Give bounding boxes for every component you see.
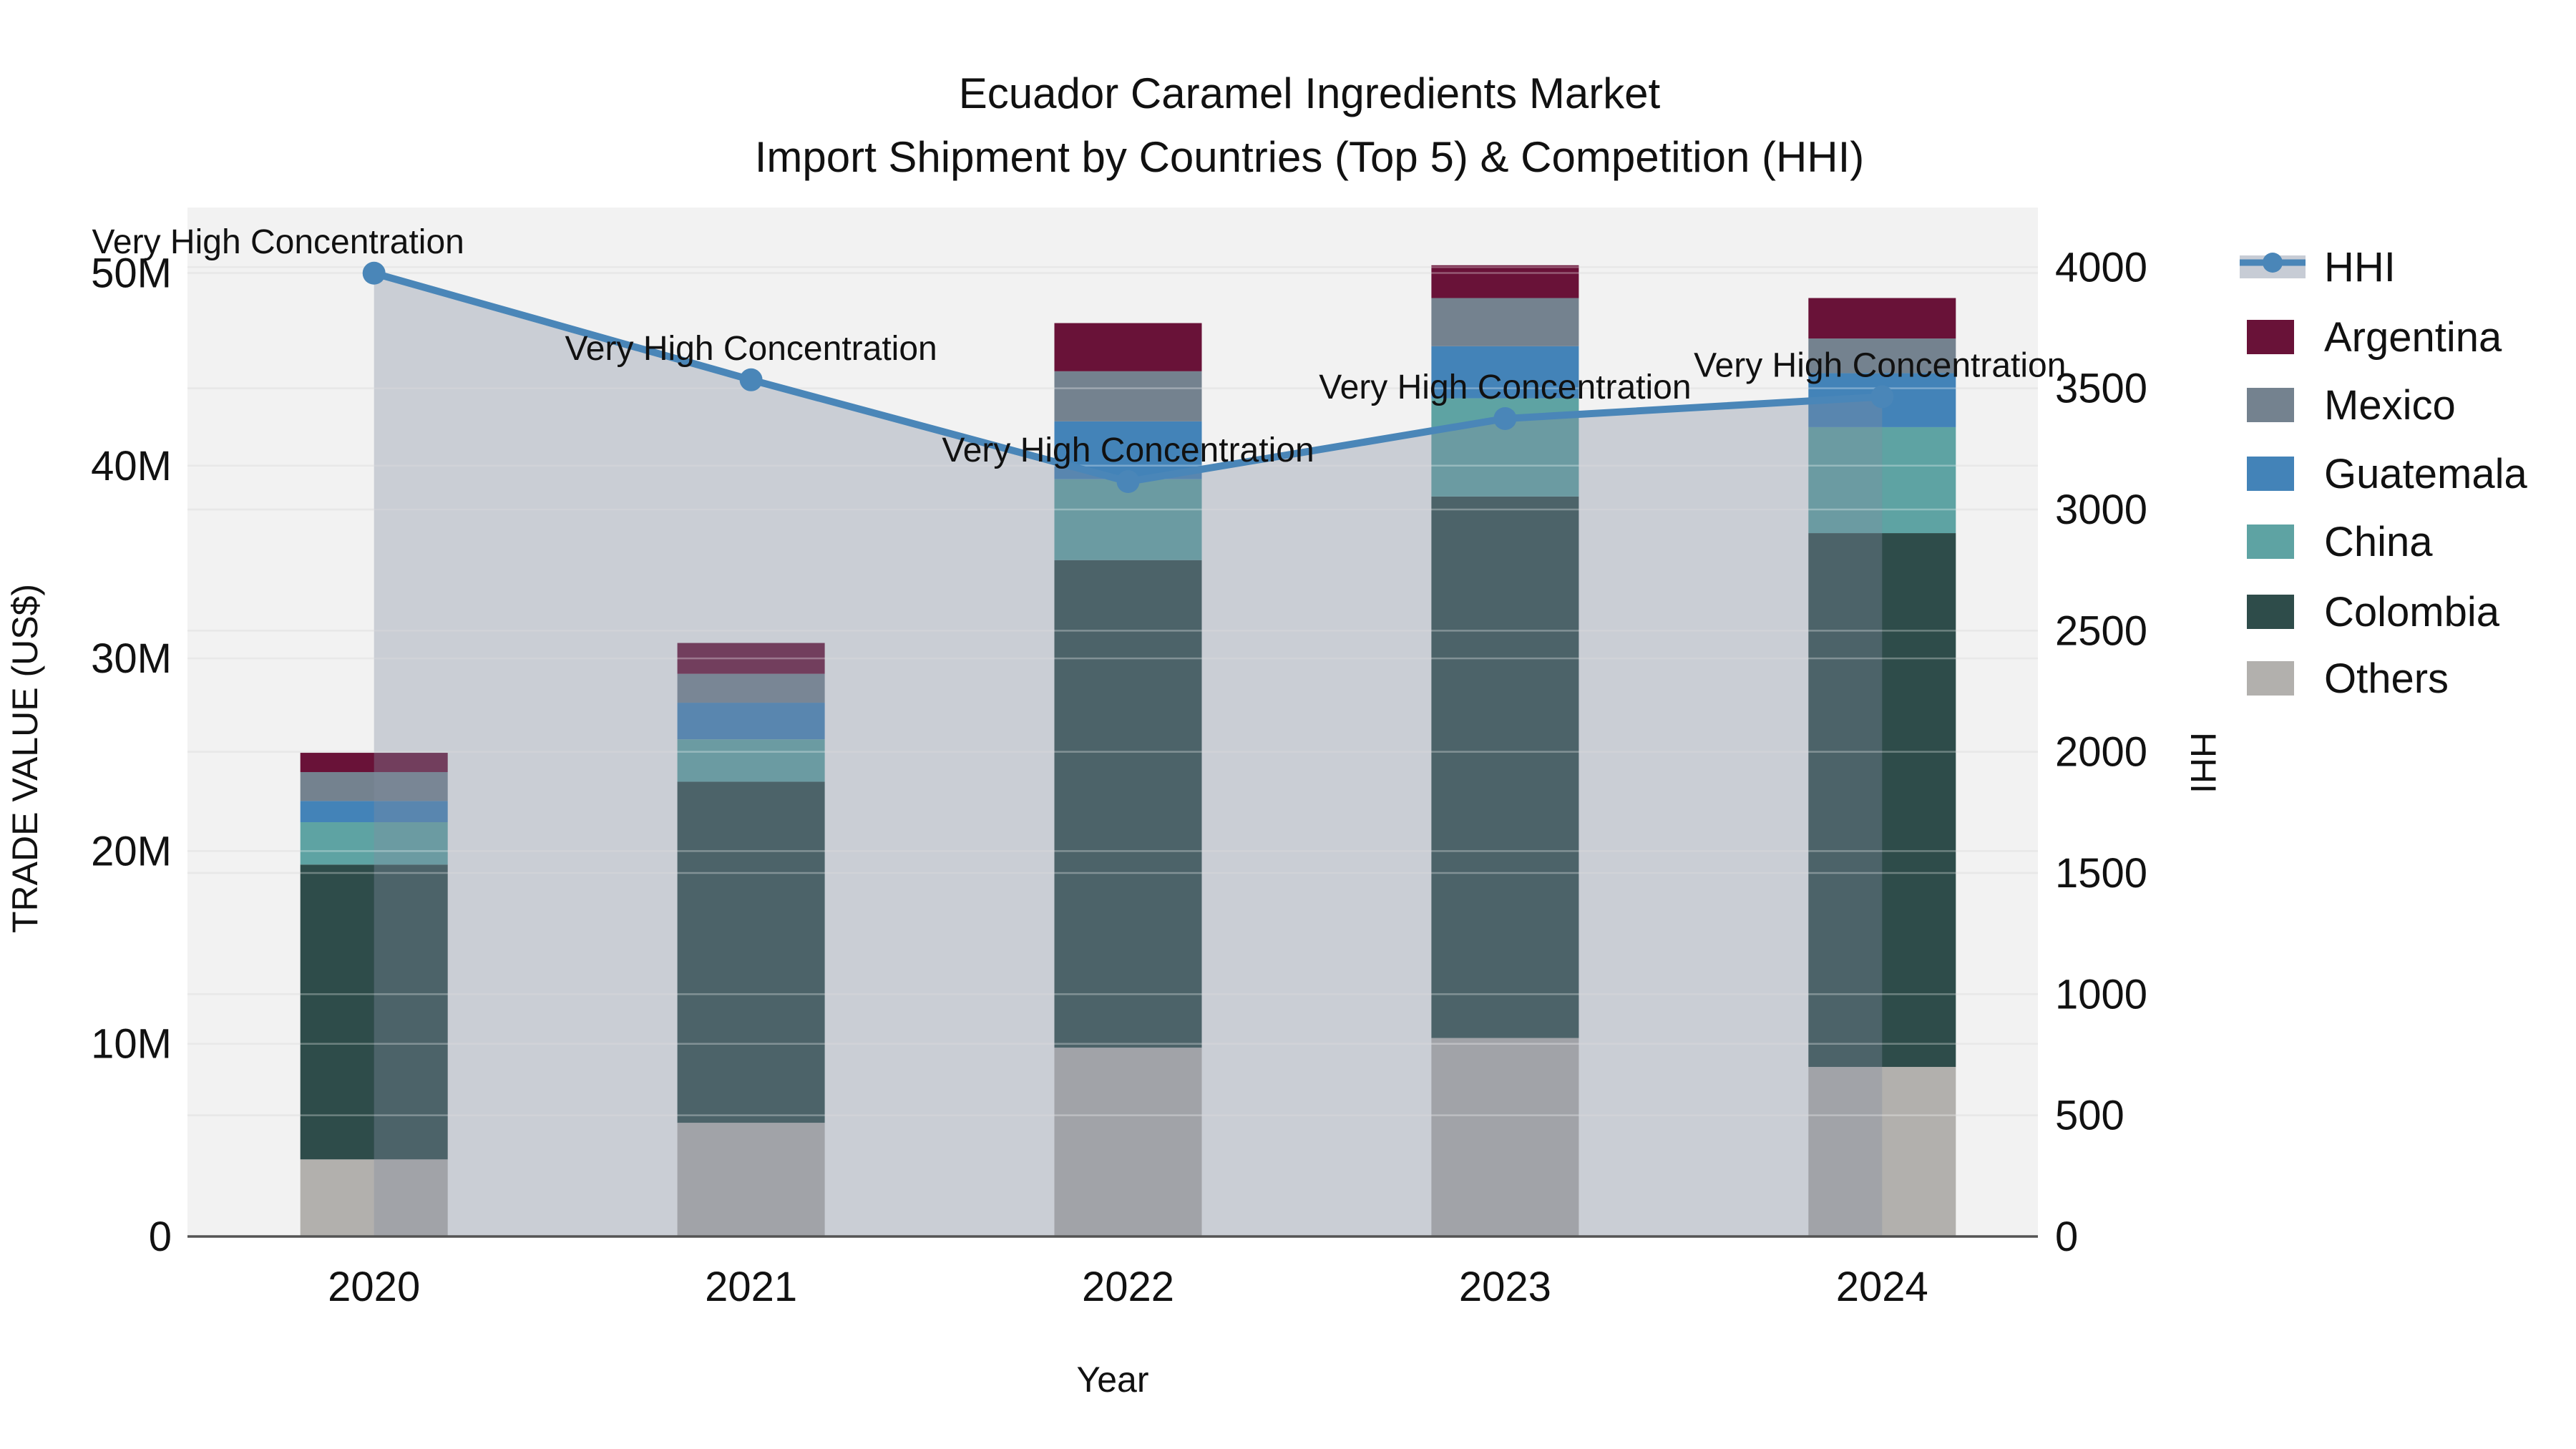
legend-swatch-argentina — [2247, 320, 2294, 354]
y-right-tick-3500: 3500 — [2055, 366, 2147, 412]
bar-segment-argentina-2021[interactable] — [677, 643, 825, 674]
y-left-tick-50M: 50M — [91, 250, 172, 297]
bar-segment-guatemala-2023[interactable] — [1431, 346, 1579, 399]
bar-segment-guatemala-2020[interactable] — [300, 801, 448, 823]
bar-segment-colombia-2024[interactable] — [1808, 533, 1956, 1068]
bar-segment-colombia-2021[interactable] — [677, 781, 825, 1123]
y-right-tick-4000: 4000 — [2055, 244, 2147, 291]
legend-item-mexico[interactable]: Mexico — [2247, 382, 2456, 429]
y-right-tick-1000: 1000 — [2055, 971, 2147, 1018]
legend-swatch-china — [2247, 525, 2294, 559]
bar-segment-others-2023[interactable] — [1431, 1038, 1579, 1236]
bar-segment-mexico-2023[interactable] — [1431, 298, 1579, 346]
bar-segment-mexico-2024[interactable] — [1808, 338, 1956, 374]
x-tick-2023: 2023 — [1459, 1264, 1551, 1310]
legend-hhi-marker-swatch — [2263, 253, 2283, 273]
chart-title-line2: Import Shipment by Countries (Top 5) & C… — [755, 133, 1865, 181]
y-left-tick-30M: 30M — [91, 635, 172, 682]
annotation-2020: Very High Concentration — [92, 223, 464, 261]
y-left-tick-20M: 20M — [91, 828, 172, 874]
legend-swatch-colombia — [2247, 595, 2294, 629]
x-tick-2020: 2020 — [328, 1264, 420, 1310]
legend-item-hhi[interactable]: HHI — [2240, 244, 2396, 291]
y-right-tick-3000: 3000 — [2055, 487, 2147, 533]
y-right-tick-2500: 2500 — [2055, 608, 2147, 654]
bar-segment-argentina-2022[interactable] — [1054, 323, 1202, 371]
bar-segment-china-2021[interactable] — [677, 739, 825, 782]
legend-label-hhi: HHI — [2324, 244, 2396, 291]
bar-segment-argentina-2023[interactable] — [1431, 265, 1579, 298]
y-right-tick-0: 0 — [2055, 1214, 2078, 1260]
legend-item-guatemala[interactable]: Guatemala — [2247, 451, 2527, 497]
legend-label-others: Others — [2324, 655, 2449, 702]
hhi-marker-2023[interactable] — [1493, 406, 1517, 430]
y-right-axis-title: HHI — [2183, 732, 2223, 794]
y-left-tick-40M: 40M — [91, 443, 172, 489]
x-axis-title: Year — [1076, 1360, 1148, 1400]
legend-item-colombia[interactable]: Colombia — [2247, 589, 2500, 635]
legend-item-china[interactable]: China — [2247, 519, 2433, 565]
bar-segment-argentina-2020[interactable] — [300, 753, 448, 772]
legend-swatch-guatemala — [2247, 457, 2294, 491]
legend-item-argentina[interactable]: Argentina — [2247, 314, 2502, 361]
bar-segment-mexico-2021[interactable] — [677, 673, 825, 703]
hhi-marker-2024[interactable] — [1870, 385, 1894, 409]
annotation-2022: Very High Concentration — [942, 431, 1314, 469]
annotation-2021: Very High Concentration — [565, 330, 937, 368]
y-right-tick-500: 500 — [2055, 1093, 2124, 1139]
x-tick-2024: 2024 — [1836, 1264, 1928, 1310]
legend-label-china: China — [2324, 519, 2433, 565]
x-tick-2021: 2021 — [705, 1264, 797, 1310]
hhi-marker-2020[interactable] — [362, 261, 386, 285]
legend-item-others[interactable]: Others — [2247, 655, 2449, 702]
bar-segment-colombia-2020[interactable] — [300, 864, 448, 1160]
y-right-tick-2000: 2000 — [2055, 729, 2147, 776]
bar-segment-mexico-2020[interactable] — [300, 771, 448, 801]
legend-label-guatemala: Guatemala — [2324, 451, 2527, 497]
bar-segment-argentina-2024[interactable] — [1808, 298, 1956, 339]
legend-label-mexico: Mexico — [2324, 382, 2456, 429]
bar-segment-others-2021[interactable] — [677, 1123, 825, 1236]
legend-swatch-mexico — [2247, 388, 2294, 422]
legend-swatch-others — [2247, 661, 2294, 696]
y-left-axis-title: TRADE VALUE (US$) — [5, 584, 45, 933]
legend-label-argentina: Argentina — [2324, 314, 2502, 361]
legend-label-colombia: Colombia — [2324, 589, 2500, 635]
bar-segment-colombia-2023[interactable] — [1431, 496, 1579, 1038]
hhi-area-fill — [374, 273, 1883, 1237]
legend: HHI Argentina Mexico Guatemala China Colombia… — [2240, 244, 2527, 702]
annotation-2024: Very High Concentration — [1694, 346, 2066, 384]
bar-segment-china-2020[interactable] — [300, 822, 448, 865]
y-right-tick-1500: 1500 — [2055, 850, 2147, 897]
bar-segment-guatemala-2021[interactable] — [677, 703, 825, 740]
bar-segment-others-2020[interactable] — [300, 1159, 448, 1236]
hhi-marker-2021[interactable] — [739, 368, 763, 391]
bar-segment-mexico-2022[interactable] — [1054, 371, 1202, 421]
hhi-marker-2022[interactable] — [1116, 470, 1140, 494]
annotation-2023: Very High Concentration — [1319, 369, 1691, 406]
bar-segment-colombia-2022[interactable] — [1054, 560, 1202, 1048]
bar-segment-china-2024[interactable] — [1808, 426, 1956, 534]
y-left-tick-10M: 10M — [91, 1021, 172, 1068]
chart-title-line1: Ecuador Caramel Ingredients Market — [959, 69, 1661, 117]
bar-segment-others-2022[interactable] — [1054, 1048, 1202, 1236]
y-left-tick-0: 0 — [149, 1214, 172, 1260]
bar-segment-others-2024[interactable] — [1808, 1067, 1956, 1236]
x-tick-2022: 2022 — [1082, 1264, 1174, 1310]
